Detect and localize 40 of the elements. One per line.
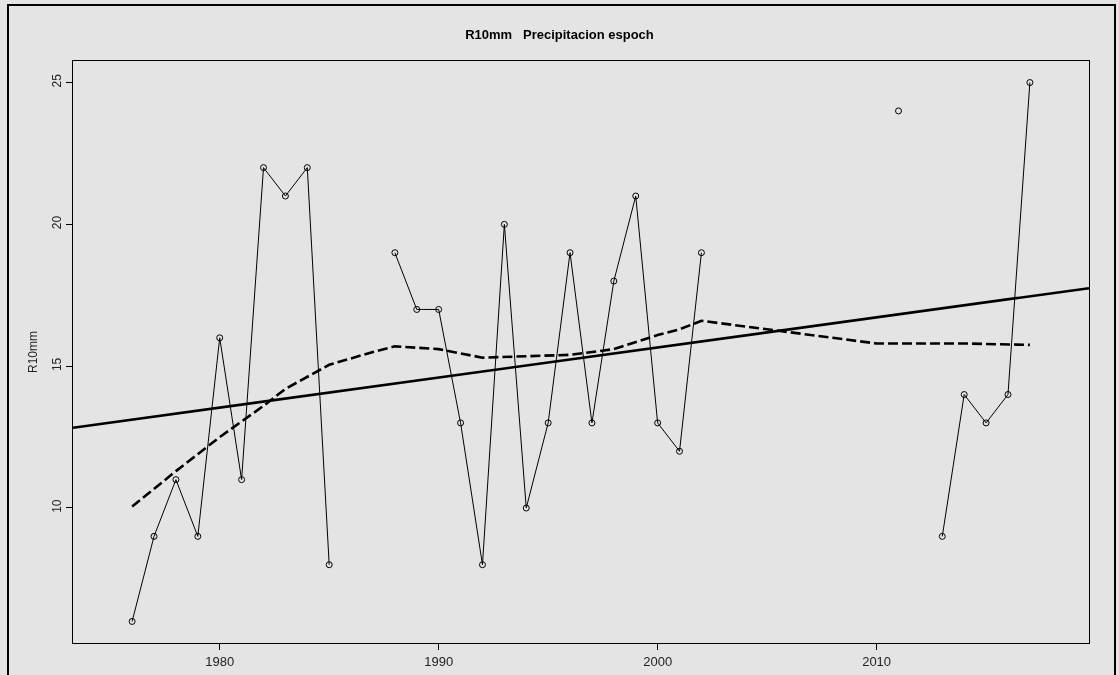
y-tick-label: 10	[50, 499, 65, 513]
point	[435, 305, 443, 313]
point	[566, 249, 574, 257]
x-tick-label: 2010	[862, 653, 892, 669]
chart-title: R10mm Precipitacion espoch	[465, 26, 654, 42]
point	[1026, 79, 1034, 87]
point	[457, 419, 465, 427]
point	[172, 476, 180, 484]
point	[281, 192, 289, 200]
point	[238, 476, 246, 484]
point	[697, 249, 705, 257]
point	[391, 249, 399, 257]
point	[194, 532, 202, 540]
x-tick-label: 1990	[424, 653, 454, 669]
point	[676, 447, 684, 455]
point	[610, 277, 618, 285]
point	[260, 164, 267, 172]
y-tick-label: 20	[50, 215, 65, 230]
point	[1004, 391, 1012, 399]
point	[500, 220, 508, 228]
point	[960, 391, 968, 399]
y-tick-label: 25	[50, 73, 65, 88]
point	[938, 532, 946, 540]
point	[150, 532, 158, 540]
y-axis-title: R10mm	[25, 330, 40, 374]
point	[303, 164, 311, 172]
point	[632, 192, 640, 200]
point	[216, 334, 224, 342]
point	[654, 419, 662, 427]
x-tick-label: 1980	[205, 653, 235, 669]
point	[588, 419, 596, 427]
point	[413, 305, 421, 313]
x-tick-label: 2000	[643, 653, 673, 669]
point	[325, 561, 333, 569]
point	[128, 617, 136, 625]
point	[982, 419, 990, 427]
point	[478, 561, 486, 569]
point	[544, 419, 552, 427]
y-tick-label: 15	[50, 357, 65, 372]
point	[522, 504, 530, 512]
